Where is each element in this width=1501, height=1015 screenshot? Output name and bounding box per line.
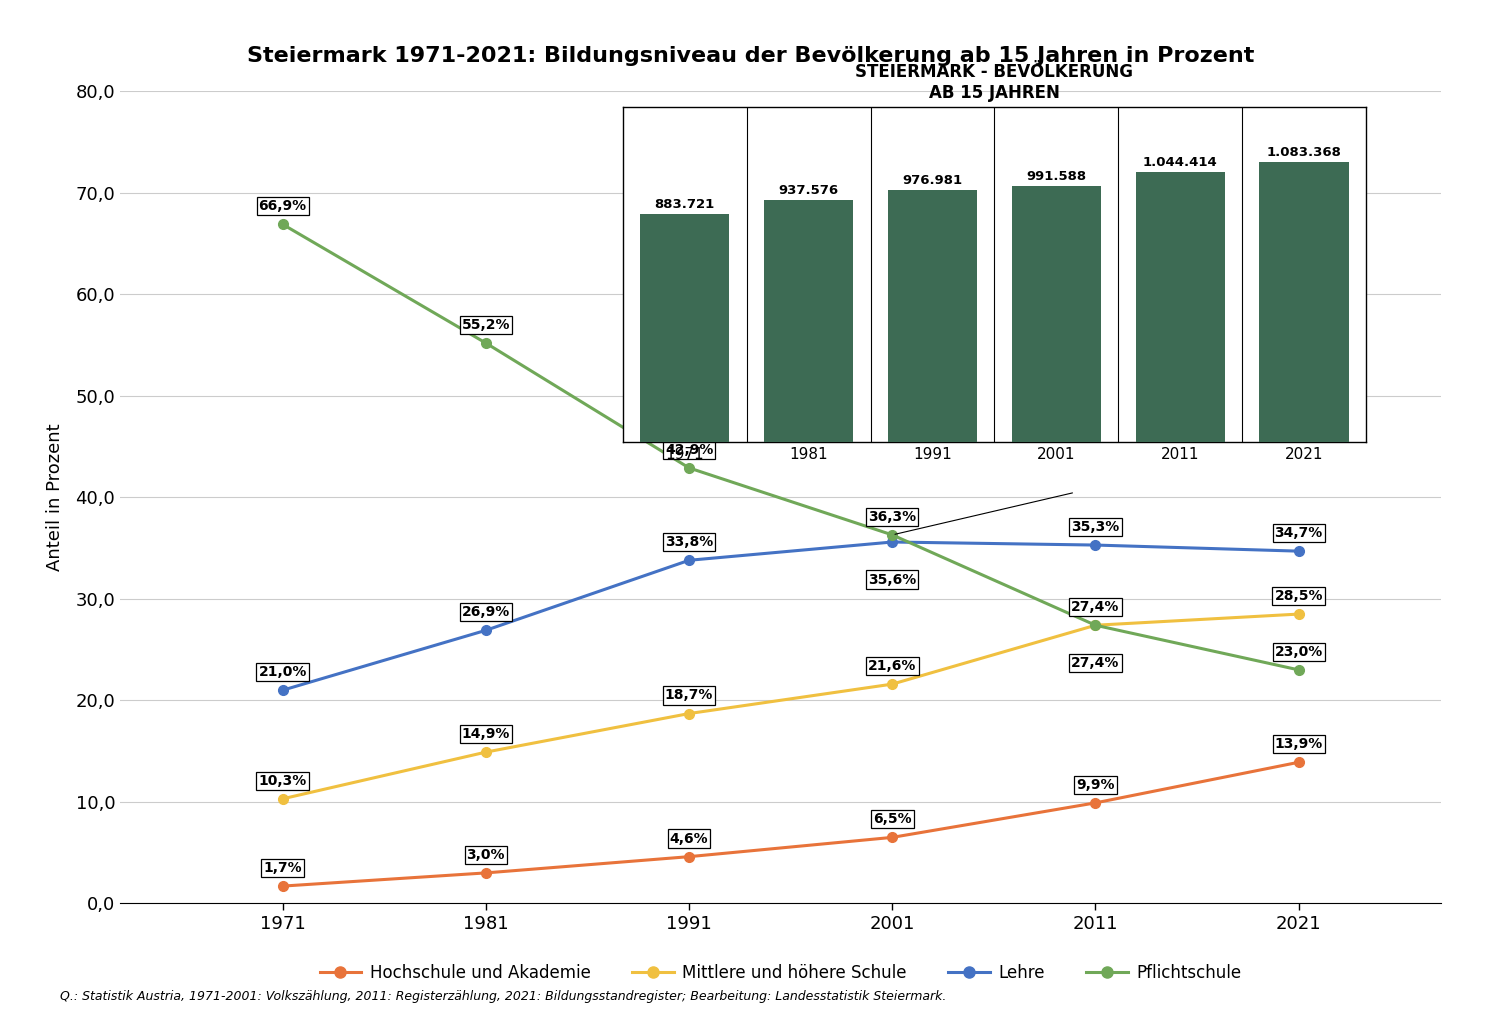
Title: STEIERMARK - BEVÖLKERUNG
AB 15 JAHREN: STEIERMARK - BEVÖLKERUNG AB 15 JAHREN (856, 64, 1133, 103)
Text: 14,9%: 14,9% (462, 727, 510, 741)
Text: 35,6%: 35,6% (868, 572, 917, 587)
Text: 23,0%: 23,0% (1274, 645, 1322, 659)
Text: 27,4%: 27,4% (1072, 600, 1120, 614)
Bar (1259, 162, 1348, 442)
Bar (641, 214, 729, 442)
Text: 976.981: 976.981 (902, 174, 962, 187)
Text: 35,3%: 35,3% (1072, 520, 1120, 534)
Text: 1.083.368: 1.083.368 (1267, 146, 1342, 159)
Bar (1136, 173, 1225, 442)
Text: 18,7%: 18,7% (665, 688, 713, 702)
Text: 21,6%: 21,6% (868, 659, 917, 673)
Text: Steiermark 1971-2021: Bildungsniveau der Bevölkerung ab 15 Jahren in Prozent: Steiermark 1971-2021: Bildungsniveau der… (246, 46, 1255, 66)
Text: 6,5%: 6,5% (874, 812, 911, 826)
Text: 1.044.414: 1.044.414 (1142, 156, 1217, 170)
Text: 991.588: 991.588 (1027, 170, 1087, 183)
Text: 26,9%: 26,9% (462, 605, 510, 619)
Bar (764, 200, 853, 442)
Text: 55,2%: 55,2% (462, 318, 510, 332)
Text: 42,9%: 42,9% (665, 443, 713, 457)
Text: 66,9%: 66,9% (258, 199, 306, 213)
Text: Q.: Statistik Austria, 1971-2001: Volkszählung, 2011: Registerzählung, 2021: Bil: Q.: Statistik Austria, 1971-2001: Volksz… (60, 990, 947, 1003)
Text: 33,8%: 33,8% (665, 535, 713, 549)
Text: 1,7%: 1,7% (263, 861, 302, 875)
Bar (889, 190, 977, 442)
Text: 10,3%: 10,3% (258, 773, 306, 788)
Text: 13,9%: 13,9% (1274, 737, 1322, 751)
Text: 27,4%: 27,4% (1072, 656, 1120, 670)
Text: 9,9%: 9,9% (1076, 777, 1115, 792)
Text: 21,0%: 21,0% (258, 665, 306, 679)
Text: 3,0%: 3,0% (467, 848, 506, 862)
Text: 36,3%: 36,3% (868, 510, 916, 524)
Text: 28,5%: 28,5% (1274, 589, 1322, 603)
Text: 937.576: 937.576 (779, 184, 839, 197)
Text: 883.721: 883.721 (654, 198, 714, 211)
Text: 34,7%: 34,7% (1274, 526, 1322, 540)
Text: 4,6%: 4,6% (669, 831, 708, 845)
Legend: Hochschule und Akademie, Mittlere und höhere Schule, Lehre, Pflichtschule: Hochschule und Akademie, Mittlere und hö… (312, 957, 1249, 989)
Y-axis label: Anteil in Prozent: Anteil in Prozent (47, 423, 65, 571)
Bar (1012, 186, 1100, 442)
